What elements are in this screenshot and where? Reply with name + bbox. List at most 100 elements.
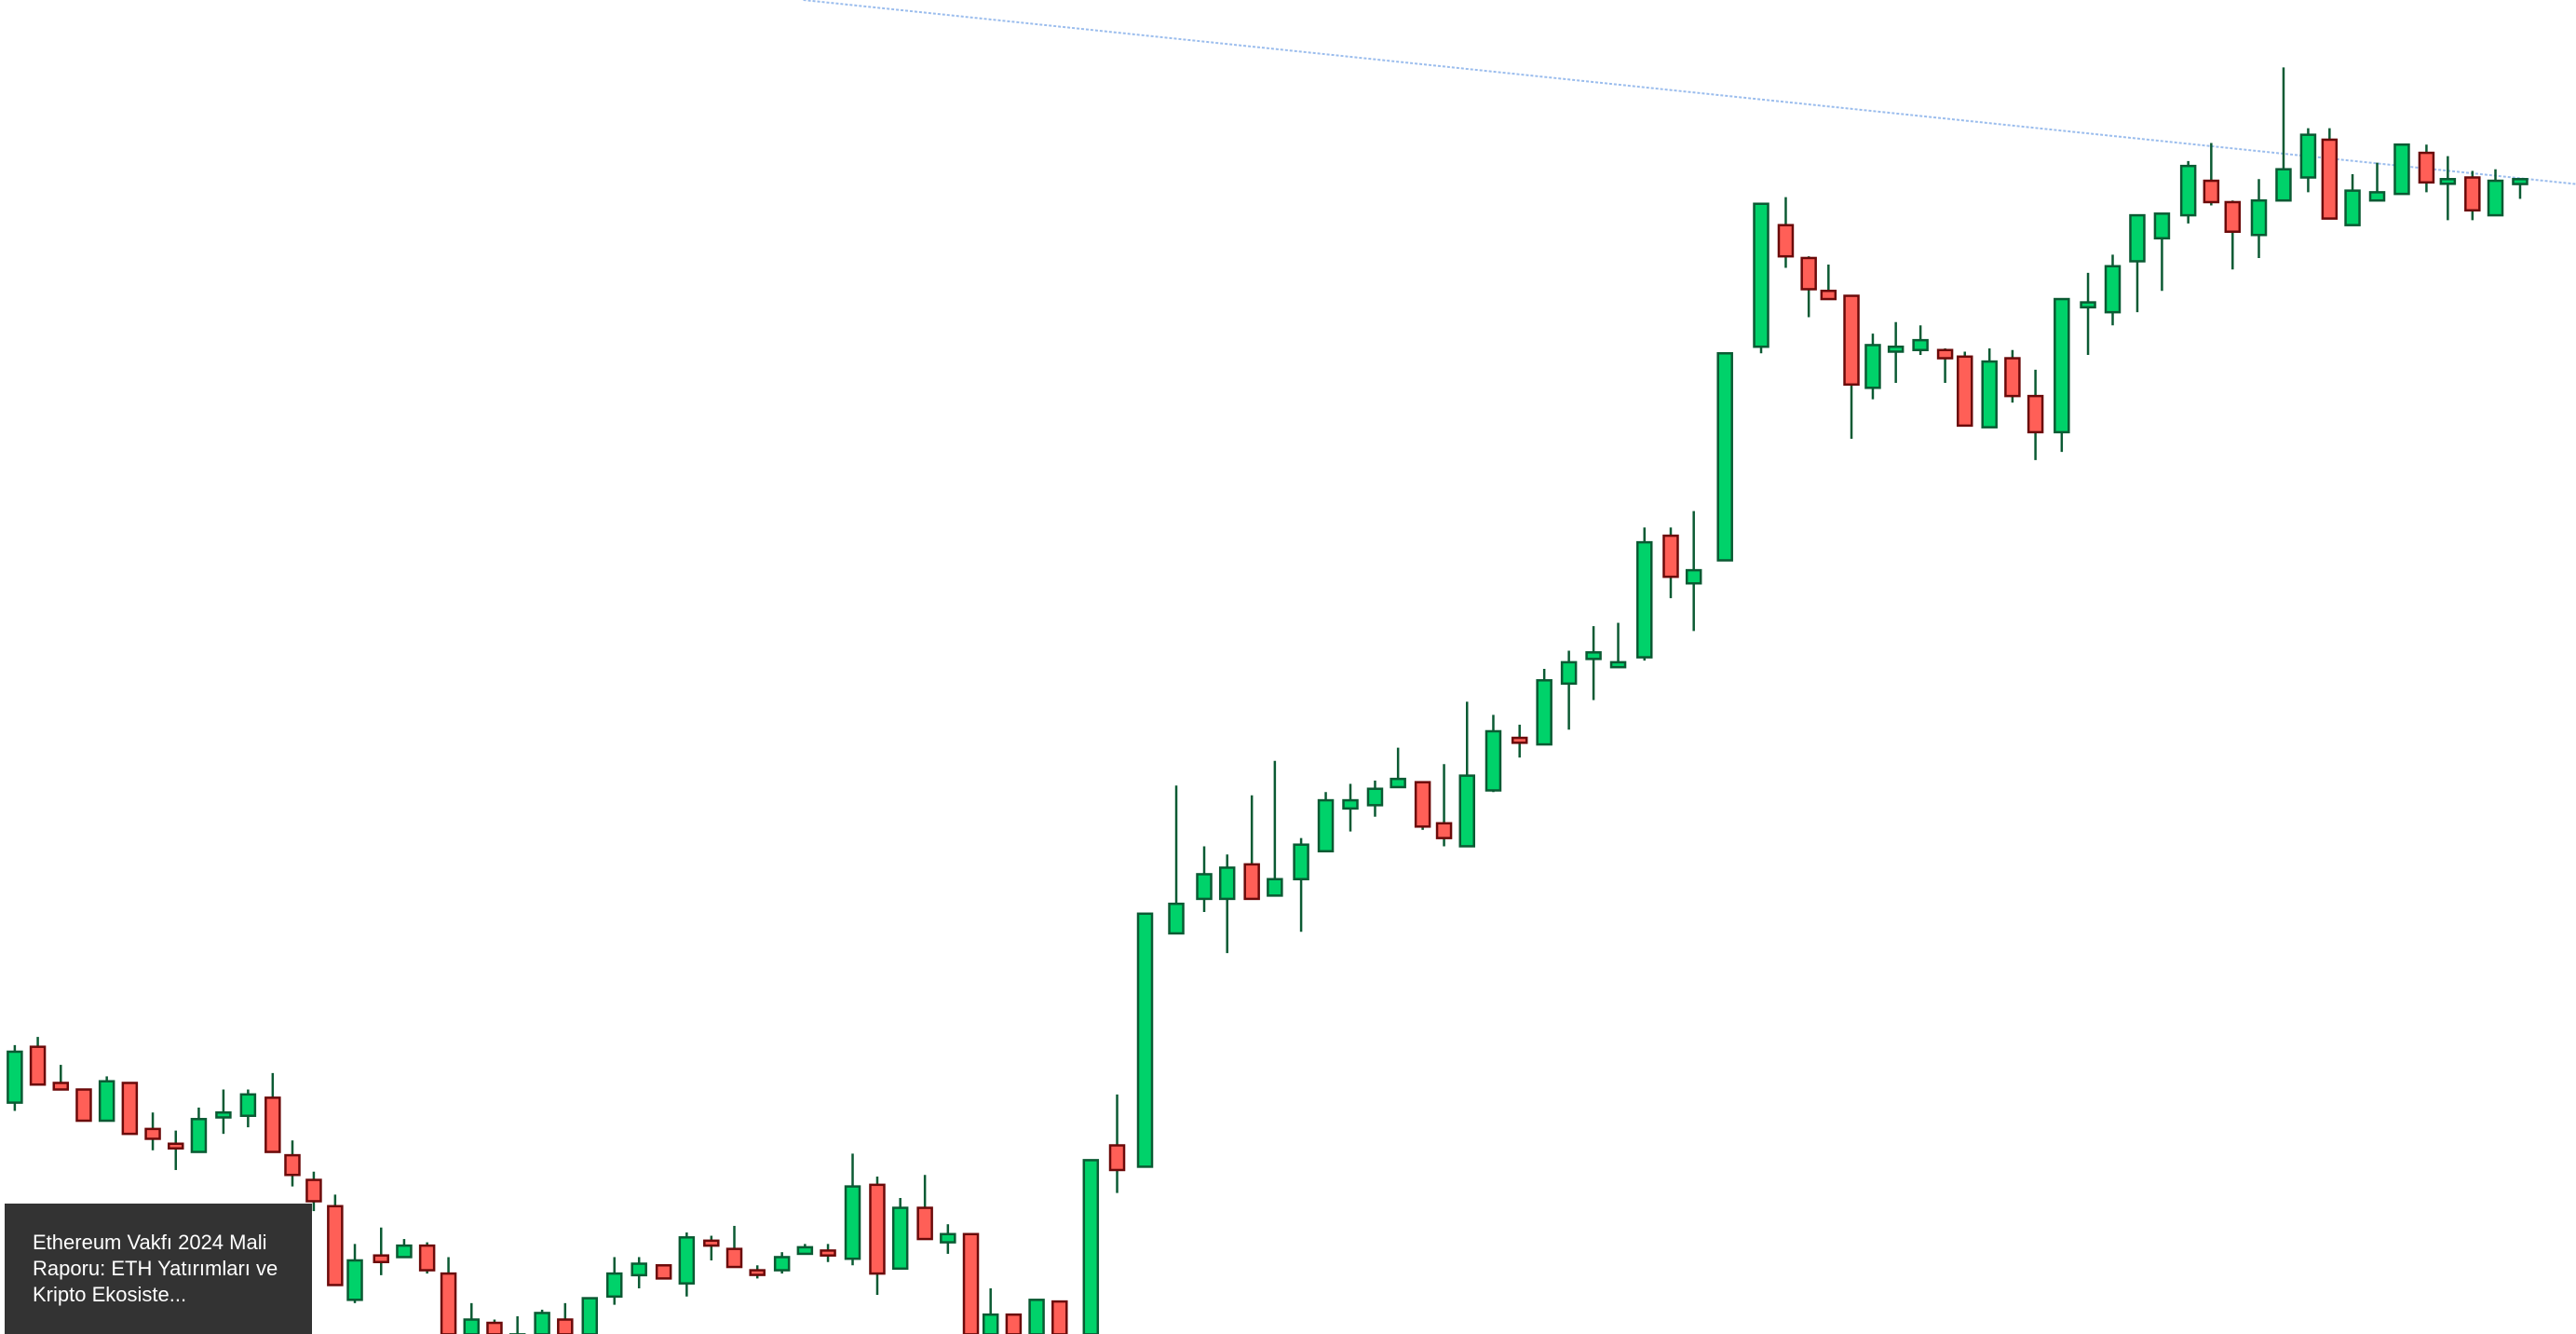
- candle-body: [1956, 355, 1973, 428]
- candle-down: [284, 1140, 301, 1187]
- candle-up: [2250, 179, 2268, 258]
- candle-up: [2104, 254, 2122, 326]
- candle-up: [1293, 837, 1309, 932]
- candle-body: [1196, 873, 1213, 901]
- candle-down: [486, 1319, 503, 1334]
- candle-up: [1536, 668, 1552, 746]
- candle-body: [264, 1096, 281, 1153]
- candle-up: [1609, 622, 1627, 669]
- candle-body: [2054, 297, 2070, 434]
- candle-down: [144, 1112, 161, 1150]
- candle-up: [1028, 1299, 1045, 1334]
- candle-body: [2299, 133, 2317, 179]
- candle-down: [1511, 724, 1528, 758]
- candle-up: [2153, 212, 2171, 292]
- article-caption-overlay[interactable]: Ethereum Vakfı 2024 Mali Raporu: ETH Yat…: [5, 1204, 312, 1334]
- candle-up: [605, 1257, 623, 1305]
- candle-body: [418, 1244, 436, 1272]
- candle-down: [2418, 144, 2435, 193]
- candle-body: [1716, 352, 1733, 562]
- candle-up: [678, 1232, 696, 1297]
- candle-body: [1366, 787, 1384, 807]
- candle-body: [1936, 348, 1954, 360]
- candle-body: [1317, 798, 1335, 853]
- candle-body: [1560, 660, 1578, 686]
- candle-body: [982, 1313, 999, 1334]
- candle-body: [655, 1264, 672, 1280]
- candle-body: [1800, 256, 1817, 291]
- candle-up: [2054, 297, 2070, 453]
- candle-down: [52, 1065, 70, 1091]
- candle-up: [2299, 128, 2317, 193]
- candle-down: [418, 1242, 436, 1274]
- candle-up: [940, 1224, 956, 1254]
- candle-body: [284, 1153, 301, 1177]
- candle-body: [534, 1312, 550, 1334]
- candle-body: [2203, 179, 2220, 204]
- candle-body: [1685, 568, 1702, 585]
- candle-body: [1435, 822, 1453, 839]
- candle-body: [796, 1246, 814, 1256]
- candle-body: [1243, 863, 1260, 901]
- candle-body: [2250, 198, 2268, 237]
- candle-body: [2321, 138, 2339, 220]
- candle-up: [1390, 747, 1406, 789]
- candle-body: [1536, 679, 1552, 746]
- candle-up: [1082, 1159, 1100, 1334]
- candle-body: [1082, 1159, 1100, 1334]
- candle-body: [1753, 202, 1769, 348]
- candle-up: [190, 1107, 208, 1153]
- candle-body: [844, 1185, 861, 1260]
- candle-down: [121, 1082, 139, 1136]
- candle-up: [844, 1153, 861, 1266]
- candle-up: [1585, 626, 1602, 701]
- candle-body: [1051, 1300, 1068, 1334]
- candle-up: [796, 1244, 814, 1256]
- candle-down: [655, 1264, 672, 1280]
- candle-up: [1887, 321, 1905, 384]
- candle-down: [1662, 527, 1679, 599]
- candle-up: [98, 1076, 115, 1123]
- candle-body: [1293, 843, 1309, 880]
- candle-body: [144, 1127, 161, 1140]
- candle-up: [1458, 701, 1476, 848]
- candle-body: [869, 1183, 886, 1275]
- candle-up: [463, 1302, 481, 1334]
- candle-down: [962, 1232, 980, 1334]
- candle-down: [1051, 1300, 1068, 1334]
- candle-up: [773, 1252, 791, 1274]
- candle-body: [962, 1232, 980, 1334]
- candle-body: [916, 1206, 933, 1241]
- candle-up: [508, 1315, 526, 1334]
- candle-down: [1936, 347, 1954, 384]
- candle-up: [1560, 650, 1578, 730]
- candle-up: [2439, 156, 2457, 221]
- trend-line[interactable]: [803, 0, 2576, 185]
- candle-body: [121, 1082, 139, 1136]
- candle-body: [52, 1082, 70, 1091]
- candle-up: [1218, 854, 1236, 954]
- candle-up: [534, 1309, 550, 1334]
- candle-body: [1028, 1299, 1045, 1334]
- candle-up: [1342, 783, 1359, 832]
- candle-up: [1196, 846, 1213, 913]
- candle-body: [703, 1239, 720, 1247]
- candle-body: [2418, 151, 2435, 184]
- candles-group: [7, 67, 2529, 1334]
- candle-up: [2487, 169, 2504, 217]
- candle-body: [2439, 178, 2457, 185]
- candle-body: [773, 1256, 791, 1272]
- candle-body: [1136, 912, 1154, 1168]
- candle-down: [1414, 781, 1431, 830]
- candle-up: [1267, 760, 1283, 897]
- candle-down: [29, 1037, 47, 1086]
- candle-down: [373, 1227, 389, 1275]
- candle-body: [2344, 189, 2361, 226]
- candle-body: [239, 1093, 257, 1118]
- candle-down: [703, 1235, 720, 1260]
- candle-up: [7, 1044, 23, 1111]
- candle-body: [1636, 540, 1653, 659]
- candle-body: [891, 1206, 909, 1271]
- candle-down: [749, 1265, 766, 1279]
